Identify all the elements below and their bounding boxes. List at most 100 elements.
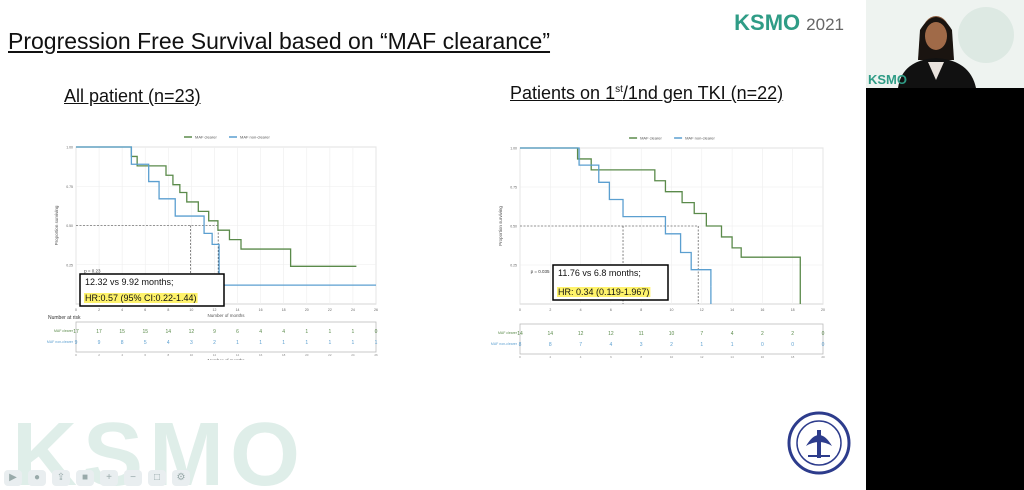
y-tick-label: 1.00 (510, 147, 517, 151)
risk-count: 1 (731, 342, 734, 348)
share-icon[interactable]: ⇪ (52, 470, 70, 486)
risk-count: 14 (517, 331, 523, 337)
risk-x-tick: 4 (121, 353, 123, 357)
hr-highlight (557, 287, 651, 297)
risk-count: 1 (305, 340, 308, 346)
x-tick-label: 0 (519, 308, 521, 312)
zoom-out-icon[interactable]: − (124, 470, 142, 486)
x-tick-label: 12 (213, 308, 217, 312)
risk-x-tick: 0 (519, 355, 521, 359)
speaker-avatar (866, 0, 1024, 88)
x-tick-label: 24 (351, 308, 355, 312)
risk-count: 17 (73, 329, 79, 335)
zoom-in-icon[interactable]: + (100, 470, 118, 486)
player-controls: ▶ ● ⇪ ■ + − □ ⚙ (4, 470, 190, 486)
x-tick-label: 6 (144, 308, 146, 312)
risk-count: 1 (328, 340, 331, 346)
risk-x-tick: 14 (730, 355, 734, 359)
risk-count: 17 (96, 329, 102, 335)
mic-icon[interactable]: ● (28, 470, 46, 486)
play-icon[interactable]: ▶ (4, 470, 22, 486)
risk-table-header: Number at risk (48, 315, 81, 321)
x-tick-label: 20 (821, 308, 825, 312)
y-tick-label: 0.75 (66, 185, 73, 189)
annotation-medians: 12.32 vs 9.92 months; (85, 277, 174, 287)
x-tick-label: 4 (121, 308, 123, 312)
y-axis-label: Proportion surviving (54, 205, 59, 245)
risk-x-tick: 12 (213, 353, 217, 357)
risk-row-label: MAF non-clearer (491, 342, 518, 346)
y-tick-label: 0.50 (66, 224, 73, 228)
left-subtitle: All patient (n=23) (64, 86, 201, 106)
fit-icon[interactable]: □ (148, 470, 166, 486)
x-tick-label: 18 (282, 308, 286, 312)
risk-count: 4 (731, 331, 734, 337)
risk-count: 5 (144, 340, 147, 346)
x-tick-label: 16 (259, 308, 263, 312)
risk-count: 1 (328, 329, 331, 335)
camera-ksmo-logo: KSMO (868, 72, 907, 87)
risk-count: 1 (352, 340, 355, 346)
x-tick-label: 22 (328, 308, 332, 312)
presentation-slide: Progression Free Survival based on “MAF … (4, 10, 851, 490)
km-chart-all-patients: 0 2 4 6 8 10 12 14 16 18 20 22 24 260.250.500.751.00P… (47, 135, 378, 361)
risk-count: 1 (375, 340, 378, 346)
annotation-hr: HR:0.57 (95% CI:0.22-1.44) (85, 293, 197, 303)
risk-count: 2 (213, 340, 216, 346)
risk-x-tick: 10 (190, 353, 194, 357)
risk-x-tick: 18 (282, 353, 286, 357)
risk-count: 14 (548, 331, 554, 337)
risk-count: 0 (375, 329, 378, 335)
x-tick-label: 10 (670, 308, 674, 312)
legend-label: MAF clearer (195, 135, 217, 140)
risk-x-tick: 8 (167, 353, 169, 357)
risk-count: 1 (700, 342, 703, 348)
risk-x-tick: 2 (549, 355, 551, 359)
legend-label: MAF non-clearer (240, 135, 270, 140)
risk-x-tick: 14 (236, 353, 240, 357)
risk-count: 14 (166, 329, 172, 335)
settings-icon[interactable]: ⚙ (172, 470, 190, 486)
risk-count: 12 (578, 331, 584, 337)
risk-count: 9 (75, 340, 78, 346)
risk-x-tick: 18 (791, 355, 795, 359)
risk-x-label: Number of months (207, 358, 245, 360)
y-tick-label: 0.50 (510, 225, 517, 229)
km-chart-tki-patients: 0 2 4 6 8 10 12 14 16 18 200.250.500.751.00Proport… (491, 136, 825, 360)
risk-x-tick: 24 (351, 353, 355, 357)
risk-x-tick: 20 (305, 353, 309, 357)
right-subtitle: Patients on 1st/1nd gen TKI (n=22) (510, 83, 784, 103)
risk-count: 0 (822, 342, 825, 348)
km-curve-non-clearer (76, 146, 376, 286)
institution-seal (787, 411, 851, 475)
km-curve-clearer (520, 147, 801, 304)
risk-count: 8 (121, 340, 124, 346)
risk-table-frame (519, 323, 824, 355)
risk-count: 7 (579, 342, 582, 348)
risk-x-tick: 12 (700, 355, 704, 359)
risk-x-tick: 2 (98, 353, 100, 357)
x-tick-label: 20 (305, 308, 309, 312)
p-value: p = 0.23 (84, 269, 101, 274)
x-tick-label: 0 (75, 308, 77, 312)
x-tick-label: 14 (236, 308, 240, 312)
y-tick-label: 0.25 (510, 264, 517, 268)
risk-count: 0 (791, 342, 794, 348)
risk-x-tick: 8 (640, 355, 642, 359)
risk-count: 10 (669, 331, 675, 337)
risk-count: 0 (822, 331, 825, 337)
risk-x-tick: 16 (259, 353, 263, 357)
risk-count: 4 (167, 340, 170, 346)
ksmo-logo: KSMO 2021 (734, 10, 844, 35)
risk-count: 15 (142, 329, 148, 335)
camera-icon[interactable]: ■ (76, 470, 94, 486)
legend-label: MAF clearer (640, 136, 662, 141)
p-value: p = 0.035 (531, 269, 550, 274)
x-tick-label: 18 (791, 308, 795, 312)
x-tick-label: 12 (700, 308, 704, 312)
risk-count: 4 (610, 342, 613, 348)
risk-count: 11 (639, 331, 644, 337)
hr-highlight (84, 293, 198, 303)
risk-count: 2 (761, 331, 764, 337)
risk-row-label: MAF non-clearer (47, 340, 74, 344)
